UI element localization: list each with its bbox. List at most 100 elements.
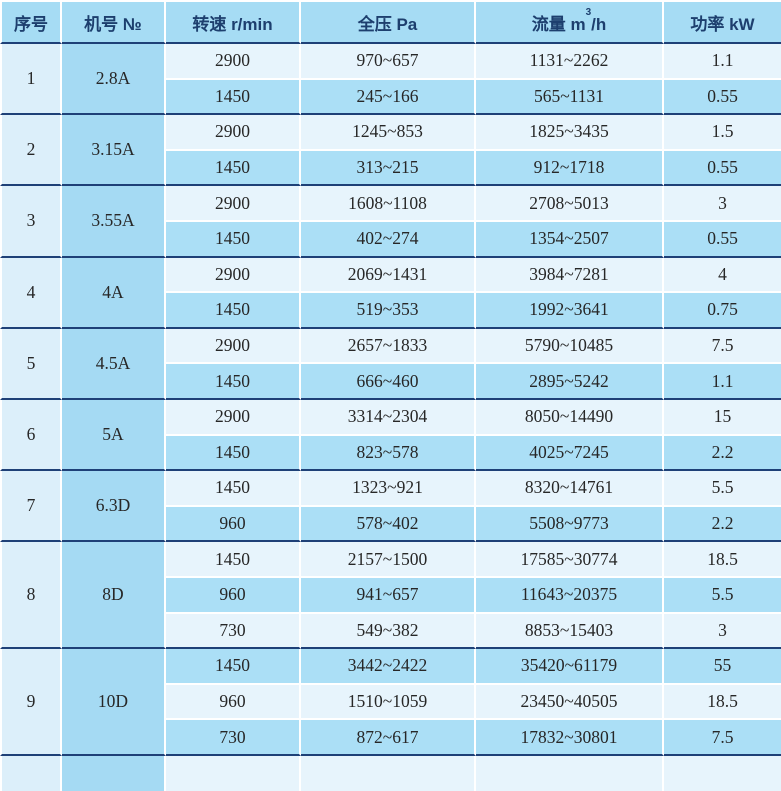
header-flow: 流量 m3/h <box>476 0 664 44</box>
pressure-cell: 519~353 <box>301 293 476 329</box>
pressure-cell: 941~657 <box>301 577 476 614</box>
model-cell: 3.55A <box>62 186 166 258</box>
pressure-cell: 2069~1431 <box>301 257 476 294</box>
table-row: 7 6.3D 1450 1323~921 8320~14761 5.5 <box>0 471 781 543</box>
table-row: 960 941~657 11643~20375 5.5 <box>0 577 781 614</box>
pressure-cell: 3314~2304 <box>301 399 476 436</box>
table-row: 1450 245~166 565~1131 0.55 <box>0 79 781 116</box>
power-cell: 4 <box>664 257 781 294</box>
table-header: 序号 机号 № 转速 r/min 全压 Pa 流量 m3/h 功率 kW <box>0 0 781 44</box>
table-row: 730 872~617 17832~30801 7.5 <box>0 720 781 756</box>
pressure-cell: 666~460 <box>301 364 476 400</box>
power-cell: 1.1 <box>664 44 781 80</box>
pressure-cell: 578~402 <box>301 506 476 543</box>
flow-cell <box>476 755 664 791</box>
power-cell: 55 <box>664 649 781 685</box>
model-cell: 8D <box>62 542 166 650</box>
power-cell: 0.55 <box>664 221 781 258</box>
power-cell: 18.5 <box>664 542 781 578</box>
speed-cell: 1450 <box>166 542 301 578</box>
speed-cell: 960 <box>166 577 301 614</box>
table-row: 1450 402~274 1354~2507 0.55 <box>0 221 781 258</box>
power-cell: 1.1 <box>664 364 781 400</box>
speed-cell: 960 <box>166 506 301 543</box>
pressure-cell: 872~617 <box>301 720 476 756</box>
speed-cell: 1450 <box>166 293 301 329</box>
header-speed: 转速 r/min <box>166 0 301 44</box>
model-cell: 5A <box>62 399 166 472</box>
flow-cell: 1354~2507 <box>476 221 664 258</box>
speed-cell: 2900 <box>166 115 301 151</box>
header-power: 功率 kW <box>664 0 781 44</box>
table-row: 6 5A 2900 3314~2304 8050~14490 15 <box>0 399 781 472</box>
flow-cell: 912~1718 <box>476 150 664 187</box>
power-cell: 0.55 <box>664 150 781 187</box>
pressure-cell <box>301 755 476 791</box>
model-cell: 3.15A <box>62 115 166 187</box>
flow-cell: 5790~10485 <box>476 328 664 365</box>
pressure-cell: 1323~921 <box>301 471 476 507</box>
speed-cell: 2900 <box>166 399 301 436</box>
table-row: 1450 313~215 912~1718 0.55 <box>0 150 781 187</box>
power-cell: 3 <box>664 613 781 650</box>
table-row-partial <box>0 755 781 791</box>
pressure-cell: 1608~1108 <box>301 186 476 222</box>
serial-cell: 4 <box>0 257 62 329</box>
flow-cell: 2895~5242 <box>476 364 664 400</box>
speed-cell: 730 <box>166 613 301 650</box>
speed-cell: 1450 <box>166 221 301 258</box>
pressure-cell: 313~215 <box>301 150 476 187</box>
speed-cell: 2900 <box>166 257 301 294</box>
table-row: 2 3.15A 2900 1245~853 1825~3435 1.5 <box>0 115 781 187</box>
serial-cell: 9 <box>0 649 62 756</box>
serial-cell: 5 <box>0 328 62 400</box>
flow-cell: 1131~2262 <box>476 44 664 80</box>
model-cell: 4.5A <box>62 328 166 400</box>
table-row: 1450 666~460 2895~5242 1.1 <box>0 364 781 400</box>
serial-cell: 1 <box>0 44 62 116</box>
pressure-cell: 2157~1500 <box>301 542 476 578</box>
power-cell: 3 <box>664 186 781 222</box>
speed-cell: 2900 <box>166 328 301 365</box>
table-row: 960 578~402 5508~9773 2.2 <box>0 506 781 543</box>
flow-cell: 3984~7281 <box>476 257 664 294</box>
power-cell: 1.5 <box>664 115 781 151</box>
speed-cell: 1450 <box>166 471 301 507</box>
speed-cell: 1450 <box>166 79 301 116</box>
table-row: 4 4A 2900 2069~1431 3984~7281 4 <box>0 257 781 329</box>
power-cell: 5.5 <box>664 471 781 507</box>
serial-cell: 8 <box>0 542 62 650</box>
power-cell: 2.2 <box>664 435 781 472</box>
pressure-cell: 402~274 <box>301 221 476 258</box>
table-row: 9 10D 1450 3442~2422 35420~61179 55 <box>0 649 781 756</box>
model-cell: 10D <box>62 649 166 756</box>
model-cell: 2.8A <box>62 44 166 116</box>
power-cell: 15 <box>664 399 781 436</box>
power-cell: 2.2 <box>664 506 781 543</box>
table-row: 1 2.8A 2900 970~657 1131~2262 1.1 <box>0 44 781 116</box>
power-cell: 5.5 <box>664 577 781 614</box>
model-cell: 4A <box>62 257 166 329</box>
table-row: 1450 823~578 4025~7245 2.2 <box>0 435 781 472</box>
model-cell <box>62 755 166 791</box>
header-model: 机号 № <box>62 0 166 44</box>
speed-cell: 2900 <box>166 44 301 80</box>
pressure-cell: 549~382 <box>301 613 476 650</box>
model-cell: 6.3D <box>62 471 166 543</box>
flow-cell: 35420~61179 <box>476 649 664 685</box>
table-row: 730 549~382 8853~15403 3 <box>0 613 781 650</box>
pressure-cell: 245~166 <box>301 79 476 116</box>
table-row: 3 3.55A 2900 1608~1108 2708~5013 3 <box>0 186 781 258</box>
header-flow-superscript: 3 <box>585 6 592 18</box>
header-flow-text: 流量 m <box>531 14 586 34</box>
table-row: 1450 519~353 1992~3641 0.75 <box>0 293 781 329</box>
speed-cell: 2900 <box>166 186 301 222</box>
flow-cell: 8320~14761 <box>476 471 664 507</box>
serial-cell <box>0 755 62 791</box>
table-body: 1 2.8A 2900 970~657 1131~2262 1.1 1450 245~166 5… <box>0 44 781 791</box>
table-row: 960 1510~1059 23450~40505 18.5 <box>0 684 781 721</box>
pressure-cell: 970~657 <box>301 44 476 80</box>
power-cell: 18.5 <box>664 684 781 721</box>
flow-cell: 8050~14490 <box>476 399 664 436</box>
flow-cell: 17585~30774 <box>476 542 664 578</box>
